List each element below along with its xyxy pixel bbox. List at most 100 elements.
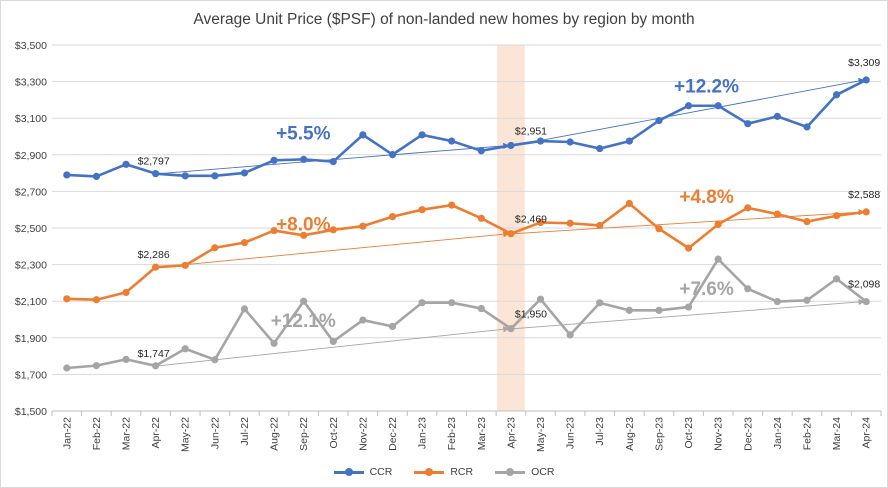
x-tick-label: Dec-23 xyxy=(742,417,754,451)
y-tick-label: $3,100 xyxy=(15,113,47,125)
growth-label: +12.2% xyxy=(674,77,739,98)
x-tick-label: Jul-22 xyxy=(239,417,251,446)
x-tick-label: Jan-24 xyxy=(772,417,784,449)
legend-item-ccr: CCR xyxy=(333,466,392,478)
point-label: $1,747 xyxy=(138,348,170,360)
data-point-ccr xyxy=(832,91,841,99)
point-label: $2,951 xyxy=(515,125,547,137)
x-tick-label: Apr-23 xyxy=(505,417,517,449)
data-point-ccr xyxy=(270,156,278,164)
data-point-ccr xyxy=(477,147,485,155)
data-point-ocr xyxy=(418,299,426,307)
growth-label: +8.0% xyxy=(276,214,331,235)
data-point-ocr xyxy=(388,322,397,331)
x-tick-label: Nov-22 xyxy=(357,417,369,451)
data-point-rcr xyxy=(211,244,219,252)
data-point-ccr xyxy=(566,138,574,146)
series-line-ocr xyxy=(66,257,867,370)
y-tick-label: $3,300 xyxy=(15,77,47,89)
legend-swatch xyxy=(414,467,445,477)
point-label: $2,588 xyxy=(848,189,880,201)
data-point-rcr xyxy=(803,217,811,226)
x-tick-label: Jun-22 xyxy=(209,417,221,449)
data-point-ocr xyxy=(92,362,101,370)
x-tick-label: Jul-23 xyxy=(594,417,606,446)
growth-label: +4.8% xyxy=(679,187,734,208)
x-tick-label: Jun-23 xyxy=(565,417,577,449)
data-point-rcr xyxy=(744,204,752,212)
data-point-rcr xyxy=(388,213,397,221)
data-point-ocr xyxy=(240,305,249,313)
data-point-ccr xyxy=(684,102,693,110)
data-point-ccr xyxy=(359,131,367,139)
x-tick-label: Nov-23 xyxy=(713,417,725,451)
data-point-ccr xyxy=(625,137,633,145)
data-point-ocr xyxy=(329,337,337,346)
x-tick-label: Dec-22 xyxy=(387,417,399,451)
y-tick-label: $2,500 xyxy=(15,223,47,235)
point-label: $3,309 xyxy=(848,57,880,69)
y-tick-label: $3,500 xyxy=(15,40,47,52)
data-point-ccr xyxy=(536,137,545,145)
data-point-ocr xyxy=(596,299,604,307)
data-point-rcr xyxy=(625,199,633,208)
x-tick-label: Jan-22 xyxy=(61,417,73,449)
data-point-rcr xyxy=(122,288,130,297)
data-point-ccr xyxy=(418,131,426,139)
data-point-ocr xyxy=(181,345,189,353)
data-point-ccr xyxy=(507,141,515,150)
data-point-ccr xyxy=(803,123,811,131)
x-tick-label: Feb-22 xyxy=(91,417,103,450)
data-point-rcr xyxy=(92,296,101,304)
y-tick-label: $1,500 xyxy=(15,406,47,418)
data-point-rcr xyxy=(477,214,485,222)
series-line-rcr xyxy=(66,202,867,302)
point-label: $2,797 xyxy=(138,156,170,168)
data-point-rcr xyxy=(773,210,781,218)
data-point-ccr xyxy=(596,144,604,153)
data-point-ocr xyxy=(536,295,545,303)
x-tick-label: Aug-23 xyxy=(624,417,636,451)
x-tick-label: May-23 xyxy=(535,417,547,452)
x-tick-label: Mar-22 xyxy=(121,417,133,450)
data-point-rcr xyxy=(152,263,160,271)
data-point-ccr xyxy=(63,171,71,179)
y-tick-label: $2,700 xyxy=(15,186,47,198)
data-point-rcr xyxy=(832,212,841,220)
y-tick-label: $2,900 xyxy=(15,150,47,162)
data-point-rcr xyxy=(270,226,278,235)
point-label: $2,469 xyxy=(515,214,547,226)
data-point-ocr xyxy=(803,296,811,304)
data-point-rcr xyxy=(359,222,367,230)
chart-legend: CCR RCR OCR xyxy=(1,466,887,478)
data-point-rcr xyxy=(684,244,693,252)
trend-arrow xyxy=(513,77,865,146)
data-point-ccr xyxy=(92,172,101,180)
data-point-ocr xyxy=(448,299,456,307)
growth-label: +12.1% xyxy=(271,311,336,332)
y-tick-label: $2,300 xyxy=(15,260,47,272)
y-tick-label: $1,700 xyxy=(15,369,47,381)
data-point-ocr xyxy=(477,304,485,313)
data-point-ccr xyxy=(329,157,337,166)
data-point-ccr xyxy=(211,172,219,180)
data-point-rcr xyxy=(714,220,722,228)
data-point-ocr xyxy=(300,297,308,305)
legend-swatch xyxy=(495,467,526,477)
data-point-ccr xyxy=(862,76,870,84)
data-point-rcr xyxy=(240,239,249,247)
data-point-ocr xyxy=(714,255,722,263)
x-tick-label: May-22 xyxy=(180,417,192,452)
x-tick-label: Feb-24 xyxy=(801,417,813,450)
series-line-ccr xyxy=(66,78,867,178)
data-point-rcr xyxy=(862,208,870,216)
data-point-ocr xyxy=(862,297,870,306)
growth-label: +7.6% xyxy=(679,279,734,300)
data-point-ccr xyxy=(388,151,397,159)
y-tick-label: $2,100 xyxy=(15,296,47,308)
point-label: $1,950 xyxy=(515,309,547,321)
x-tick-label: Oct-23 xyxy=(683,417,695,449)
x-tick-label: Mar-24 xyxy=(831,417,843,450)
x-tick-label: Oct-22 xyxy=(328,417,340,449)
